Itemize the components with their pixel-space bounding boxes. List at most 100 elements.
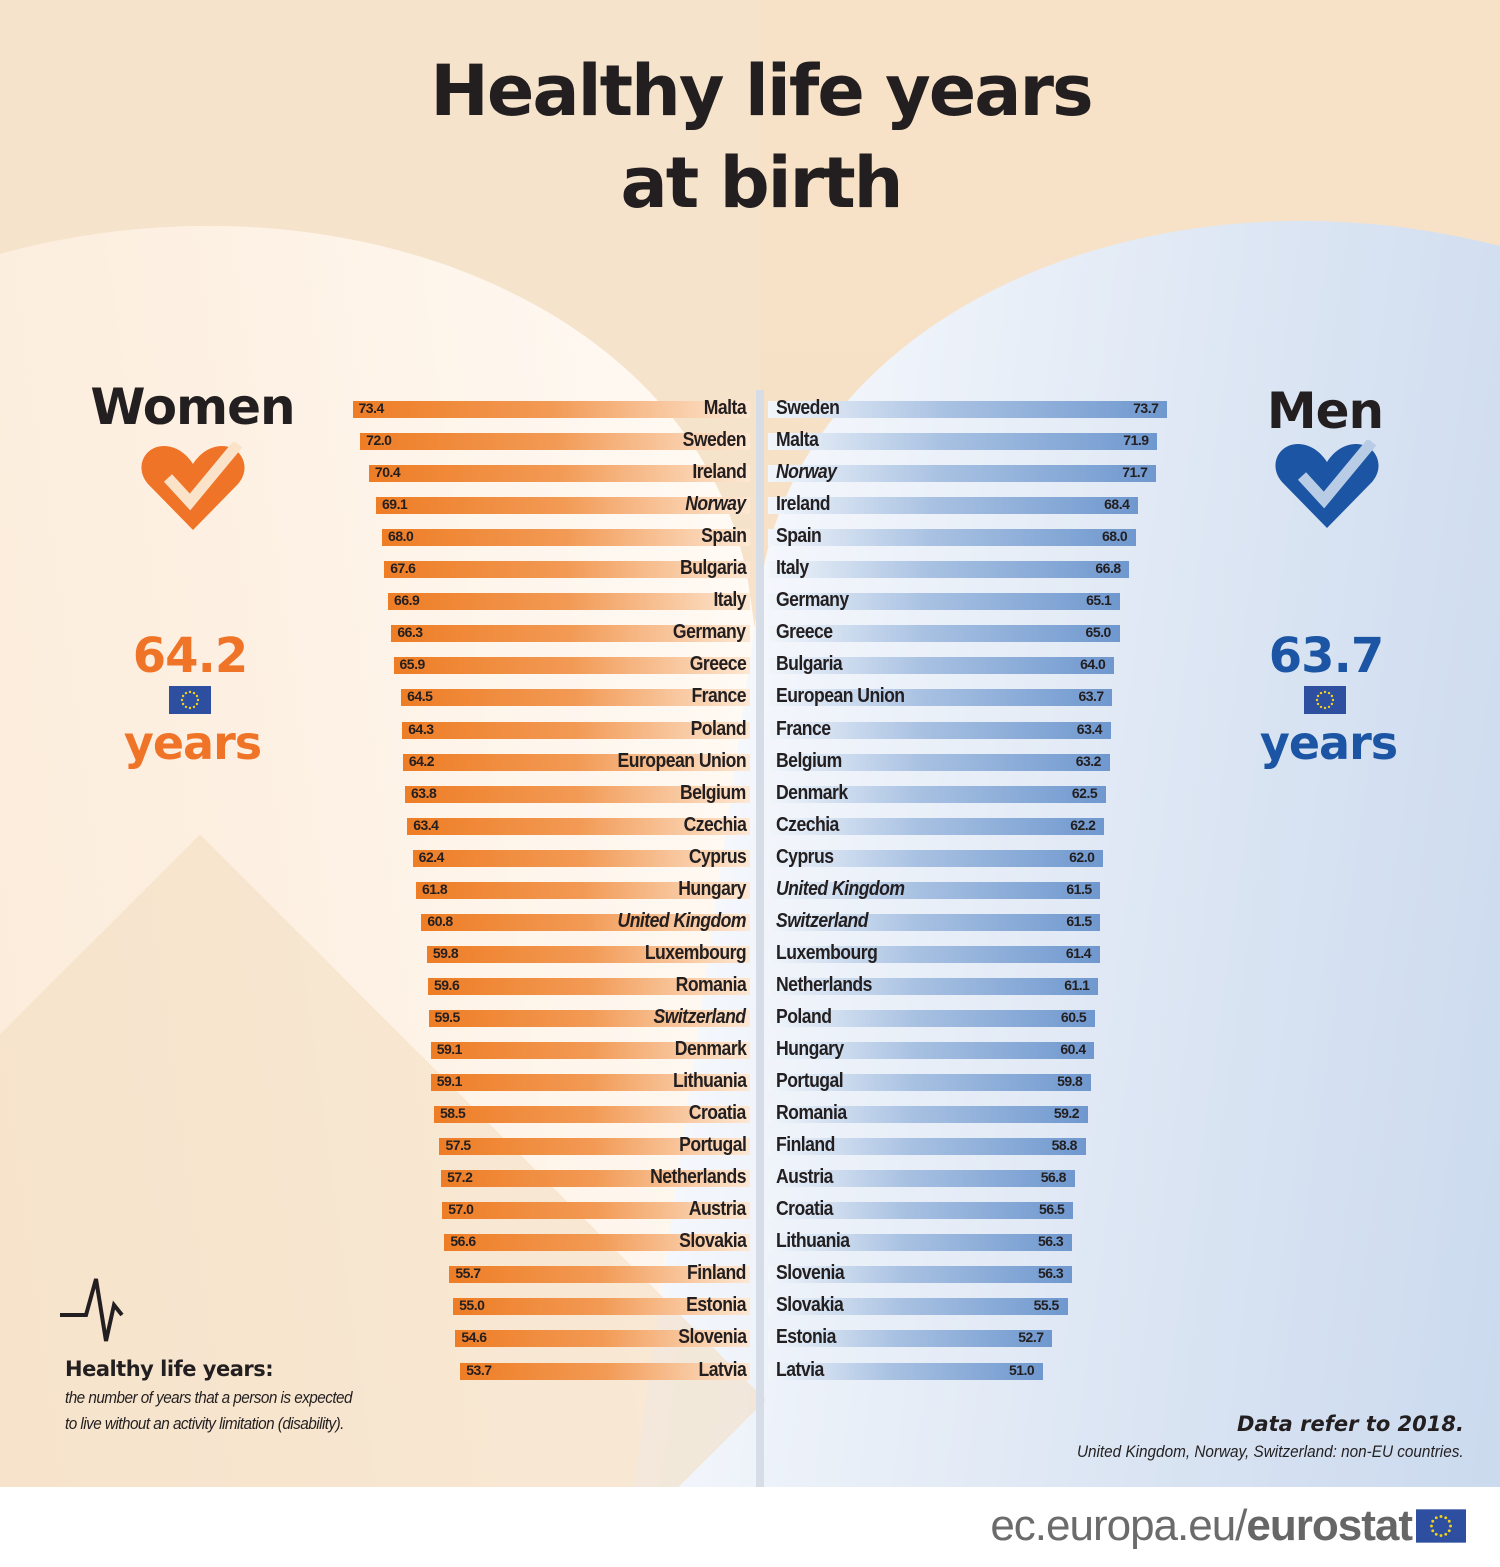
eu-star — [1430, 1524, 1433, 1528]
bar-category-label: Cyprus — [688, 845, 747, 868]
bar-category-label: Estonia — [686, 1294, 746, 1317]
eu-star — [181, 694, 185, 698]
bar-category-label: Norway — [685, 493, 747, 516]
men-bar-row: 61.5 United Kingdom — [760, 877, 1180, 911]
women-bar — [442, 1202, 750, 1220]
title-line-2: at birth — [620, 142, 904, 224]
bar-category-label: Slovenia — [776, 1262, 845, 1285]
women-bar — [421, 913, 750, 931]
men-bar — [768, 689, 1113, 707]
bar-value-label: 57.2 — [447, 1169, 473, 1186]
women-bar — [430, 1074, 750, 1092]
eurostat-link[interactable]: ec.europa.eu/eurostat — [990, 1501, 1413, 1551]
bar-value-label: 56.5 — [1039, 1201, 1065, 1218]
bar-value-label: 61.4 — [1065, 944, 1092, 961]
bar-category-label: Portugal — [776, 1070, 844, 1093]
bar-value-label: 62.0 — [1069, 848, 1095, 865]
men-bar — [768, 1009, 1095, 1027]
bar-value-label: 69.1 — [382, 496, 408, 513]
women-bar-row: 70.4 Ireland — [340, 461, 760, 494]
men-bar — [768, 785, 1106, 803]
bar-category-label: Spain — [700, 525, 747, 548]
bar-category-label: Finland — [687, 1262, 746, 1285]
bar-category-label: European Union — [617, 749, 746, 772]
eu-star — [184, 705, 188, 709]
women-bar — [391, 625, 750, 643]
men-bar-row: 58.8 Finland — [760, 1134, 1180, 1167]
women-bar — [439, 1138, 750, 1156]
bar-value-label: 62.5 — [1071, 784, 1098, 801]
bar-category-label: Switzerland — [776, 909, 869, 932]
bar-category-label: Luxembourg — [644, 941, 747, 964]
eu-star — [188, 706, 192, 710]
bar-category-label: Ireland — [691, 461, 747, 484]
bar-category-label: Bulgaria — [776, 653, 843, 676]
men-bar-row: 61.5 Switzerland — [760, 909, 1180, 943]
men-bar-row: 73.7 Sweden — [760, 397, 1180, 430]
bar-value-label: 62.4 — [418, 848, 445, 865]
bar-value-label: 51.0 — [1008, 1361, 1035, 1378]
women-bar — [415, 881, 750, 899]
women-bar — [460, 1362, 750, 1380]
bar-category-label: Denmark — [776, 781, 848, 804]
women-bar — [405, 785, 750, 803]
bar-category-label: Estonia — [776, 1326, 836, 1349]
men-bar — [768, 1330, 1053, 1348]
bar-value-label: 59.2 — [1053, 1105, 1080, 1122]
women-bar — [407, 817, 750, 835]
men-bar-row: 63.2 Belgium — [760, 750, 1180, 783]
bar-category-label: Germany — [776, 589, 849, 612]
footer: ec.europa.eu/eurostat — [0, 1487, 1500, 1567]
men-bar-row: 56.3 Lithuania — [760, 1230, 1180, 1263]
bar-category-label: Slovenia — [677, 1326, 747, 1349]
bar-value-label: 54.6 — [461, 1329, 487, 1346]
infographic-background — [0, 0, 1500, 1487]
bar-category-label: Croatia — [776, 1198, 833, 1221]
bar-category-label: Austria — [689, 1198, 746, 1221]
women-bar-row: 64.2 European Union — [340, 749, 760, 783]
women-bar — [368, 465, 750, 483]
bar-value-label: 56.3 — [1037, 1233, 1064, 1250]
center-divider — [756, 390, 764, 1487]
bar-value-label: 61.1 — [1064, 976, 1090, 993]
men-bar-row: 65.1 Germany — [760, 589, 1180, 622]
men-bar — [768, 401, 1168, 418]
eu-star — [1431, 1519, 1435, 1523]
women-bar — [428, 977, 750, 995]
bar-value-label: 63.4 — [1076, 720, 1103, 737]
bar-category-label: Ireland — [776, 493, 831, 516]
eu-star — [1327, 705, 1331, 709]
bar-category-label: United Kingdom — [776, 877, 905, 900]
men-bar — [768, 881, 1101, 899]
heartbeat-pulse-icon — [60, 1278, 124, 1342]
men-bar-row: 65.0 Greece — [760, 621, 1180, 654]
women-bar-row: 62.4 Cyprus — [340, 845, 760, 879]
eu-star — [1449, 1524, 1452, 1528]
bar-value-label: 59.5 — [434, 1008, 461, 1025]
bar-category-label: Malta — [703, 397, 747, 419]
bar-value-label: 55.5 — [1033, 1297, 1060, 1314]
url-bold: eurostat — [1246, 1501, 1413, 1550]
men-bar-row: 63.4 France — [760, 718, 1180, 751]
men-heart-check-icon — [1275, 440, 1379, 528]
bar-value-label: 59.8 — [432, 944, 459, 961]
bar-category-label: Germany — [673, 621, 746, 644]
women-bar-row: 53.7 Latvia — [340, 1359, 760, 1392]
eu-star — [196, 698, 200, 702]
women-bar-row: 56.6 Slovakia — [340, 1230, 760, 1263]
men-bar — [768, 1042, 1095, 1059]
women-bar — [412, 849, 750, 867]
bar-value-label: 71.9 — [1123, 432, 1149, 449]
eu-star — [1444, 1532, 1448, 1536]
eu-star — [1447, 1529, 1451, 1533]
women-bar — [376, 497, 750, 515]
women-bar — [441, 1170, 750, 1188]
women-bar-row: 68.0 Spain — [340, 525, 760, 558]
bar-category-label: Cyprus — [776, 845, 834, 868]
men-bar-row: 62.5 Denmark — [760, 781, 1180, 815]
bar-category-label: Hungary — [776, 1038, 844, 1060]
bar-category-label: Greece — [689, 653, 746, 676]
bar-value-label: 61.5 — [1066, 880, 1092, 897]
women-bar — [401, 689, 750, 707]
bar-value-label: 64.2 — [408, 752, 435, 769]
